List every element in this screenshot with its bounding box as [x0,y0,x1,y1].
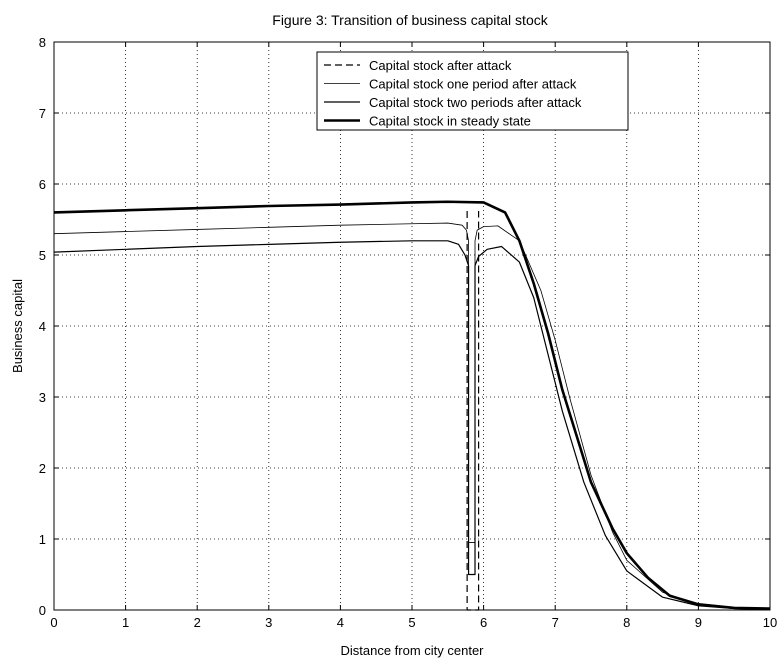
x-tick-label: 8 [623,615,630,630]
legend: Capital stock after attack Capital stock … [316,51,629,131]
y-tick-label: 2 [39,461,46,476]
y-tick-label: 5 [39,248,46,263]
legend-box [316,51,629,131]
legend-label: Capital stock two periods after attack [369,95,582,110]
series-line-capital-stock-two-periods-after-attack [53,240,771,610]
series-line-capital-stock-after-attack [466,210,480,611]
x-tick-label: 5 [408,615,415,630]
series-layer [53,200,771,611]
x-tick-label: 6 [480,615,487,630]
y-tick-label: 8 [39,35,46,50]
x-tick-label: 10 [763,615,777,630]
x-tick-label: 0 [50,615,57,630]
y-tick-label: 3 [39,390,46,405]
x-tick-label: 3 [265,615,272,630]
x-tick-label: 2 [194,615,201,630]
x-axis-label: Distance from city center [340,643,484,658]
chart-title: Figure 3: Transition of business capital… [272,12,548,28]
y-tick-label: 4 [39,319,46,334]
x-tick-label: 4 [337,615,344,630]
series-line-capital-stock-in-steady-state [53,200,771,610]
x-tick-label: 1 [122,615,129,630]
y-tick-label: 7 [39,106,46,121]
y-axis-label: Business capital [10,279,25,373]
y-tick-label: 1 [39,532,46,547]
series-line-capital-stock-one-period-after-attack [53,222,771,610]
x-tick-label: 9 [695,615,702,630]
legend-label: Capital stock one period after attack [369,77,577,92]
y-tick-label: 6 [39,177,46,192]
legend-label: Capital stock in steady state [369,114,531,129]
y-tick-label: 0 [39,603,46,618]
axis-ticks: 0 1 2 3 4 5 6 7 8 9 10 0 1 2 3 4 5 6 7 8 [39,35,777,630]
x-tick-label: 7 [552,615,559,630]
legend-label: Capital stock after attack [369,58,512,73]
grid [54,42,770,610]
